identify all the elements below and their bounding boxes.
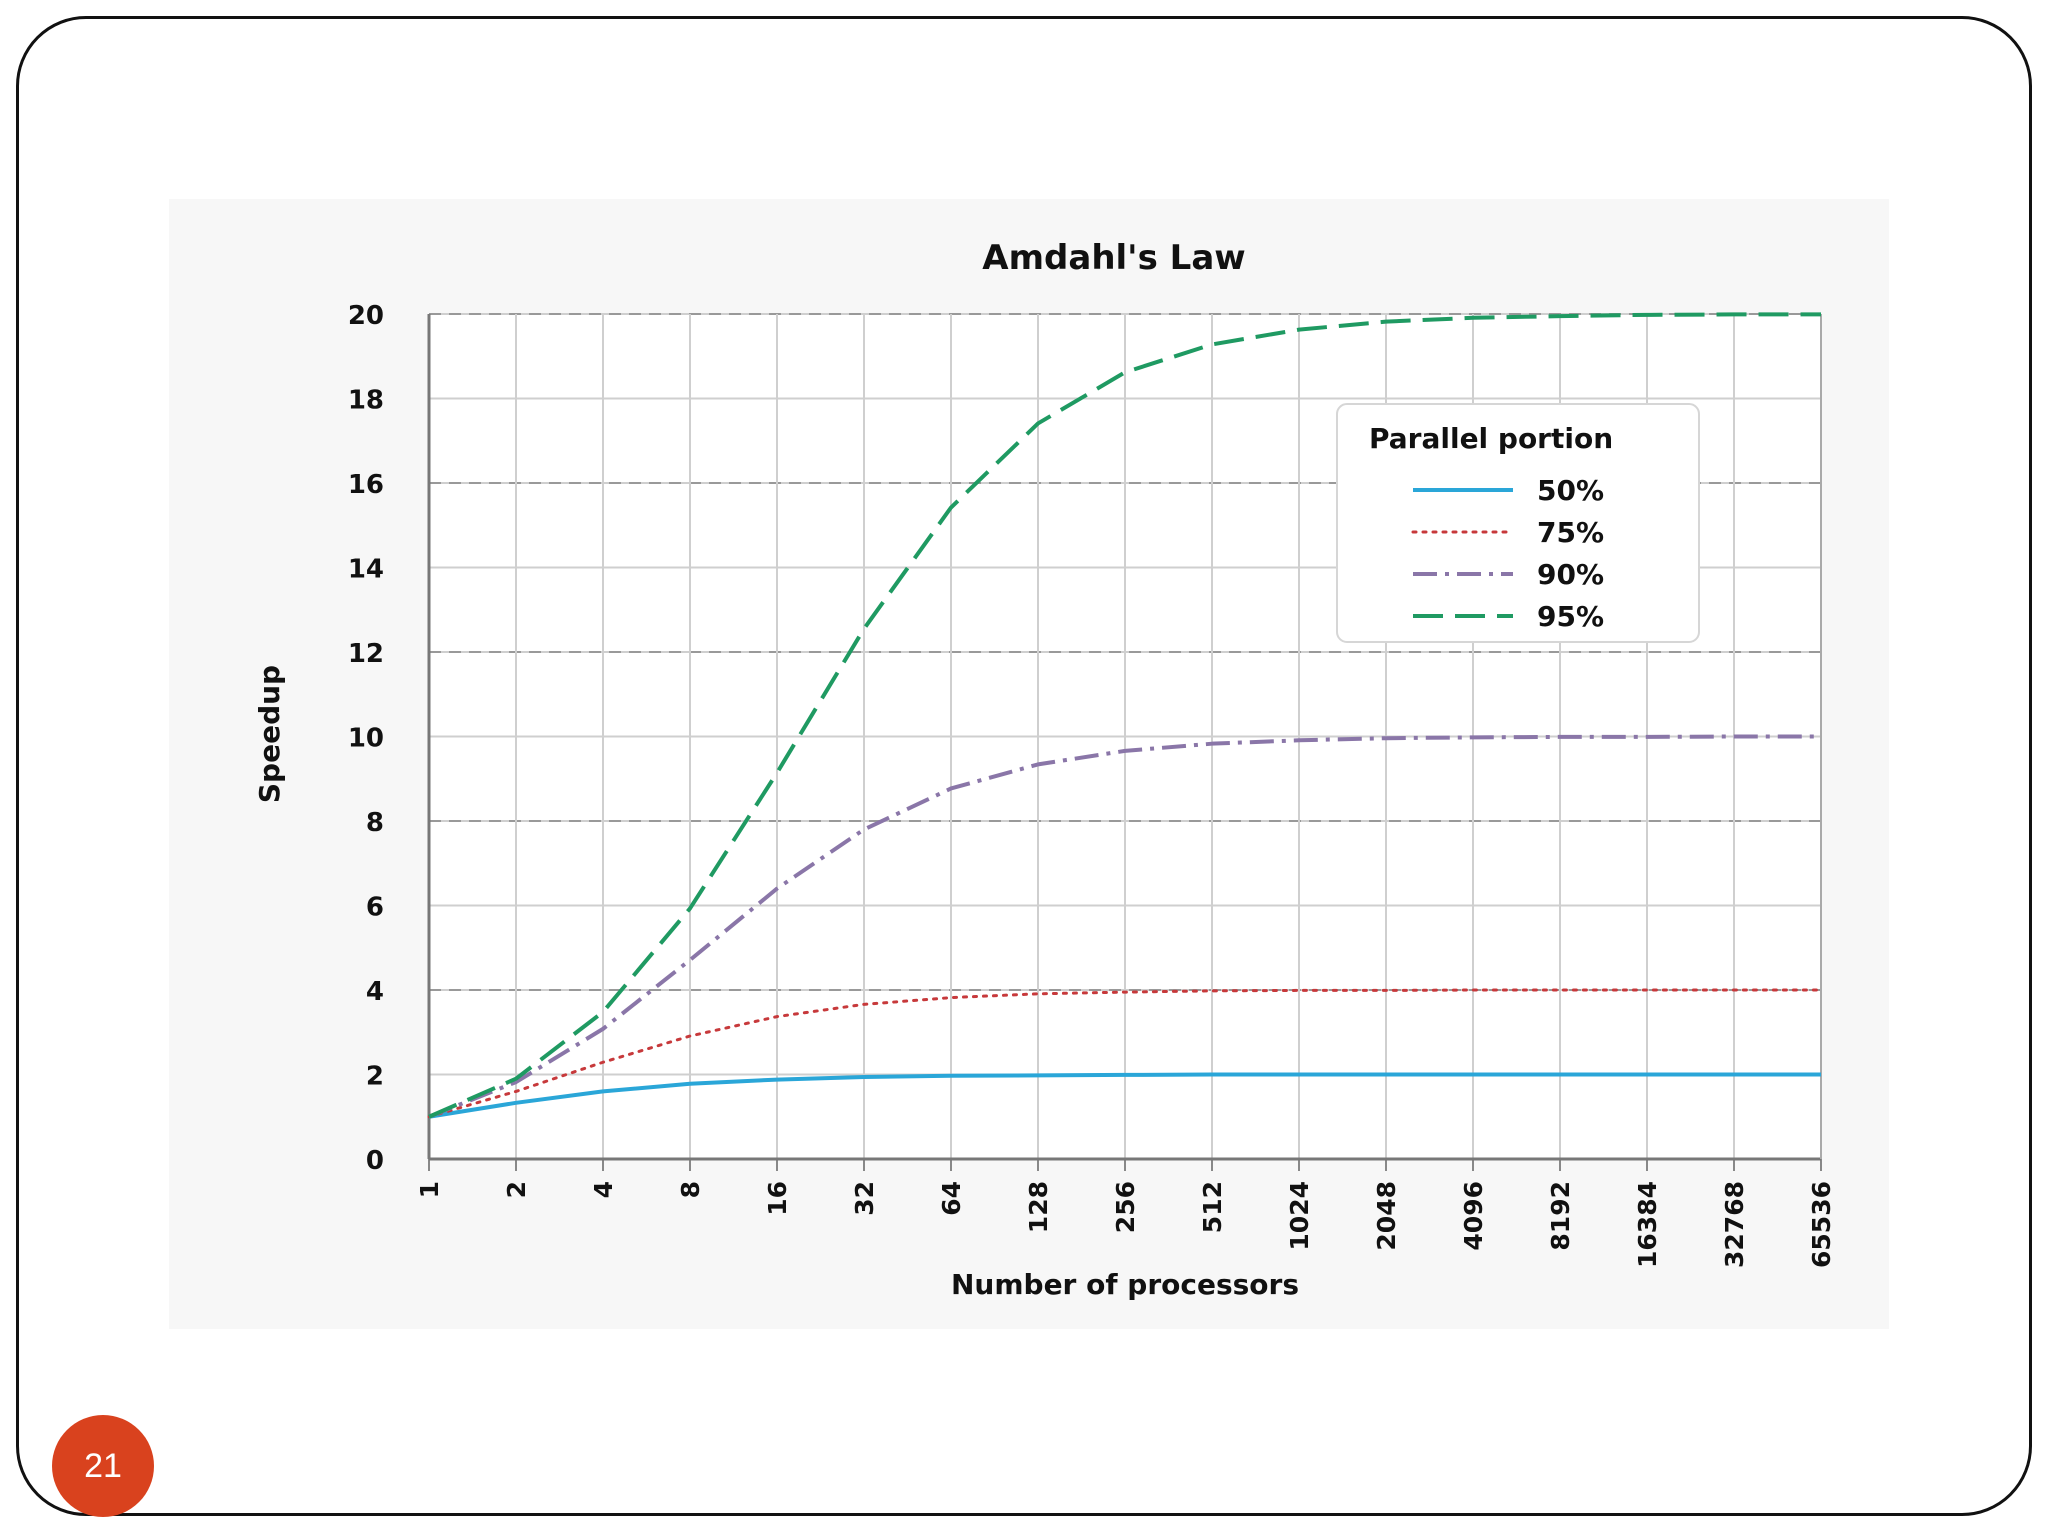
x-tick-label: 2: [502, 1181, 531, 1198]
x-tick-label: 8192: [1546, 1181, 1575, 1251]
y-tick-label: 2: [366, 1062, 384, 1092]
y-tick-label: 18: [348, 386, 384, 416]
series-line-75-percent: [427, 988, 1823, 1119]
x-tick-label: 32: [850, 1181, 879, 1216]
x-tick-label: 65536: [1807, 1181, 1836, 1268]
y-axis-title: Speedup: [253, 665, 286, 803]
y-tick-label: 20: [348, 301, 384, 331]
x-tick-label: 8: [676, 1181, 705, 1198]
series-line-50-percent: [428, 1072, 1821, 1119]
y-tick-label: 8: [366, 808, 384, 838]
series-lines: [427, 312, 1823, 1119]
x-tick-label: 512: [1198, 1181, 1227, 1233]
legend-label: 95%: [1537, 600, 1604, 633]
y-tick-label: 10: [348, 724, 384, 754]
x-tick-label: 2048: [1372, 1181, 1401, 1251]
legend-box: [1336, 403, 1700, 643]
y-tick-label: 16: [348, 470, 384, 500]
legend-title: Parallel portion: [1369, 422, 1613, 455]
x-tick-label: 64: [937, 1181, 966, 1216]
amdahls-law-chart: Amdahl's Law Speedup Number of processor…: [253, 238, 1836, 1301]
slide-frame: Amdahl's Law Speedup Number of processor…: [16, 16, 2032, 1517]
chart-area: Amdahl's Law Speedup Number of processor…: [169, 199, 1889, 1329]
y-tick-label: 12: [348, 639, 384, 669]
series-line-95-percent: [428, 312, 1821, 1119]
x-tick-label: 256: [1111, 1181, 1140, 1233]
x-tick-label: 1: [415, 1181, 444, 1198]
x-tick-label: 4: [589, 1181, 618, 1198]
legend-label: 50%: [1537, 474, 1604, 507]
page-number: 21: [84, 1446, 122, 1485]
x-axis-title: Number of processors: [951, 1268, 1299, 1301]
y-tick-label: 6: [366, 893, 384, 923]
y-tick-label: 0: [366, 1146, 384, 1176]
x-tick-label: 32768: [1720, 1181, 1749, 1268]
series-line-90-percent: [428, 734, 1821, 1119]
x-tick-label: 128: [1024, 1181, 1053, 1233]
chart-title: Amdahl's Law: [982, 238, 1245, 278]
y-tick-label: 4: [366, 977, 384, 1007]
x-tick-label: 4096: [1459, 1181, 1488, 1251]
x-tick-label: 16: [763, 1181, 792, 1216]
y-tick-label: 14: [348, 555, 384, 585]
x-tick-label: 16384: [1633, 1181, 1662, 1268]
legend-label: 75%: [1537, 516, 1604, 549]
legend: Parallel portion 50% 75% 90% 95%: [1336, 403, 1700, 643]
x-tick-label: 1024: [1285, 1181, 1314, 1251]
legend-label: 90%: [1537, 558, 1604, 591]
page-number-badge: 21: [52, 1415, 154, 1517]
